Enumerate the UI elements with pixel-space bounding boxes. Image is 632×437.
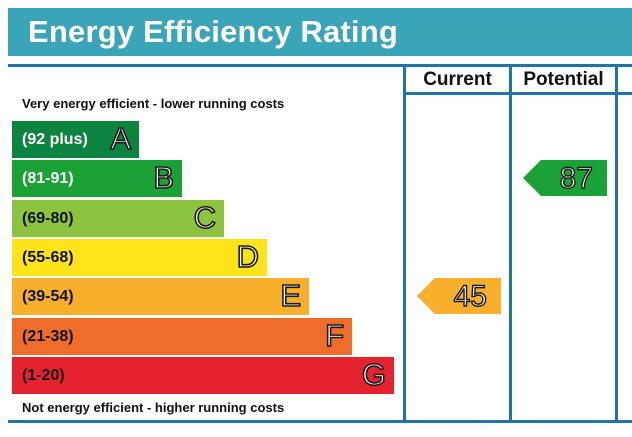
table-bottom-border — [8, 420, 632, 423]
band-d-range: (55-68) — [22, 249, 74, 266]
band-b-letter: B — [153, 159, 175, 196]
band-b-range: (81-91) — [22, 170, 74, 187]
band-f-letter: F — [324, 317, 345, 354]
potential-column-header: Potential — [523, 69, 604, 90]
current-rating-arrow-shape — [417, 278, 501, 314]
band-a-letter: A — [110, 120, 132, 157]
band-a-range: (92 plus) — [22, 131, 88, 148]
band-c: (69-80) C — [12, 199, 224, 237]
bottom-caption: Not energy efficient - higher running co… — [22, 400, 285, 415]
top-caption: Very energy efficient - lower running co… — [22, 96, 285, 111]
title-bar: Energy Efficiency Rating — [8, 8, 632, 56]
band-f: (21-38) F — [12, 317, 352, 355]
band-e-range: (39-54) — [22, 288, 74, 305]
potential-rating-arrow-polygon — [523, 160, 607, 196]
potential-rating-arrow: 87 — [523, 160, 607, 196]
page-title: Energy Efficiency Rating — [28, 14, 399, 49]
column-divider — [509, 64, 512, 423]
band-d: (55-68) D — [12, 238, 267, 276]
band-g-letter: G — [361, 356, 387, 393]
band-g-range: (1-20) — [22, 367, 65, 384]
band-f-range: (21-38) — [22, 328, 74, 345]
band-g: (1-20) G — [12, 356, 394, 394]
band-e: (39-54) E — [12, 277, 309, 315]
band-e-letter: E — [280, 277, 302, 314]
band-b: (81-91) B — [12, 159, 182, 197]
current-rating-arrow-value: 45 — [453, 279, 488, 313]
table-top-border — [8, 64, 632, 67]
band-d-letter: D — [236, 238, 260, 275]
column-header-underline — [403, 92, 632, 95]
potential-rating-arrow-value: 87 — [559, 161, 594, 195]
band-c-letter: C — [193, 199, 217, 236]
current-column-header: Current — [423, 69, 492, 90]
current-rating-arrow-polygon — [417, 278, 501, 314]
band-c-range: (69-80) — [22, 210, 74, 227]
current-column-left-border — [403, 64, 406, 423]
current-rating-arrow: 45 — [417, 278, 501, 314]
potential-rating-arrow-shape — [523, 160, 607, 196]
potential-column-right-border — [615, 64, 618, 423]
band-a: (92 plus) A — [12, 120, 139, 158]
